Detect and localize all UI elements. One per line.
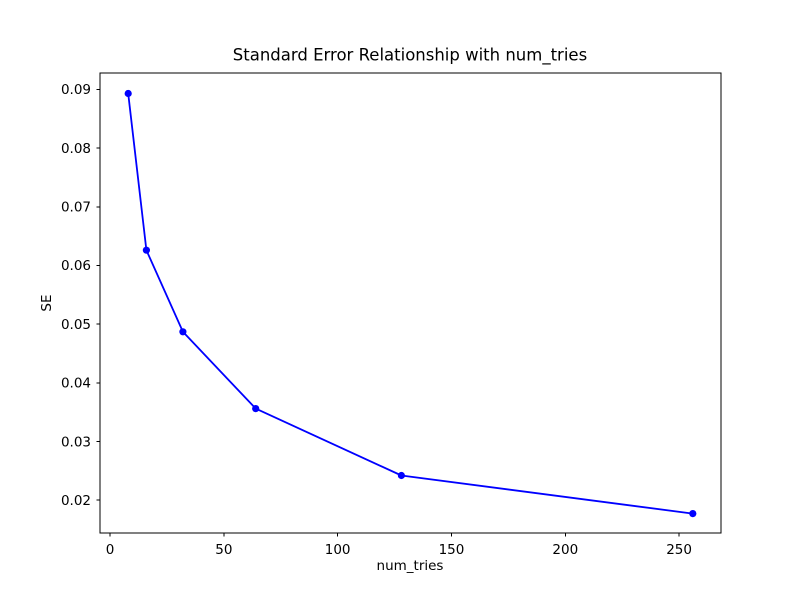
- se-line: [127, 92, 694, 515]
- data-points: [124, 89, 697, 518]
- x-tick-label: 0: [106, 542, 115, 558]
- y-tick-label: 0.02: [61, 493, 91, 509]
- y-tick-label: 0.06: [61, 258, 91, 274]
- data-point-marker: [142, 246, 150, 254]
- x-tick-label: 100: [325, 542, 351, 558]
- axis-ticks: 0 50 100 150 200 250 0.02 0.03 0.04 0.05 0.06 0.07 0…: [61, 82, 692, 558]
- y-tick-label: 0.03: [61, 434, 91, 450]
- x-tick-label: 150: [439, 542, 465, 558]
- y-axis-label: SE: [39, 294, 55, 311]
- x-axis-label: num_tries: [377, 558, 444, 574]
- x-tick-label: 250: [666, 542, 692, 558]
- data-point-marker: [124, 89, 132, 98]
- data-point-marker: [252, 405, 260, 413]
- y-tick-label: 0.05: [61, 317, 91, 333]
- plot-border: [99, 72, 722, 534]
- data-point-marker: [689, 509, 697, 518]
- data-point-marker: [397, 471, 405, 480]
- y-tick-label: 0.07: [61, 200, 91, 216]
- y-tick-label: 0.04: [61, 376, 91, 392]
- data-point-marker: [179, 328, 187, 336]
- chart-title: Standard Error Relationship with num_tri…: [233, 46, 587, 66]
- x-tick-label: 50: [215, 542, 232, 558]
- x-tick-label: 200: [552, 542, 578, 558]
- y-tick-label: 0.08: [61, 141, 91, 157]
- y-tick-label: 0.09: [61, 82, 91, 98]
